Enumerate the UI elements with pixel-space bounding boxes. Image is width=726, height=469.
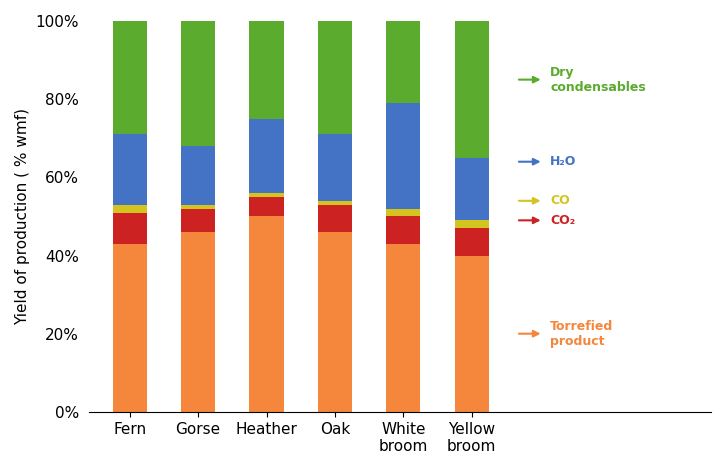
Bar [386, 21, 420, 103]
Bar [181, 21, 216, 146]
Bar [318, 201, 352, 204]
Text: CO₂: CO₂ [550, 214, 576, 227]
Bar [113, 244, 147, 412]
Bar [250, 216, 284, 412]
Bar [113, 212, 147, 244]
Bar [454, 228, 489, 256]
Bar [386, 103, 420, 209]
Bar [454, 220, 489, 228]
Bar [113, 204, 147, 212]
Bar [113, 21, 147, 134]
Bar [181, 232, 216, 412]
Bar [181, 204, 216, 209]
Bar [250, 21, 284, 119]
Bar [386, 209, 420, 216]
Bar [454, 21, 489, 158]
Bar [113, 134, 147, 204]
Text: Torrefied
product: Torrefied product [550, 320, 613, 348]
Bar [318, 204, 352, 232]
Bar [318, 232, 352, 412]
Bar [318, 134, 352, 201]
Text: Dry
condensables: Dry condensables [550, 66, 646, 94]
Bar [181, 209, 216, 232]
Text: CO: CO [550, 194, 570, 207]
Bar [454, 256, 489, 412]
Bar [250, 193, 284, 197]
Bar [386, 216, 420, 244]
Bar [318, 21, 352, 134]
Bar [181, 146, 216, 204]
Bar [250, 197, 284, 216]
Y-axis label: Yield of production ( % wmf): Yield of production ( % wmf) [15, 108, 30, 325]
Bar [250, 119, 284, 193]
Text: H₂O: H₂O [550, 155, 576, 168]
Bar [386, 244, 420, 412]
Bar [454, 158, 489, 220]
